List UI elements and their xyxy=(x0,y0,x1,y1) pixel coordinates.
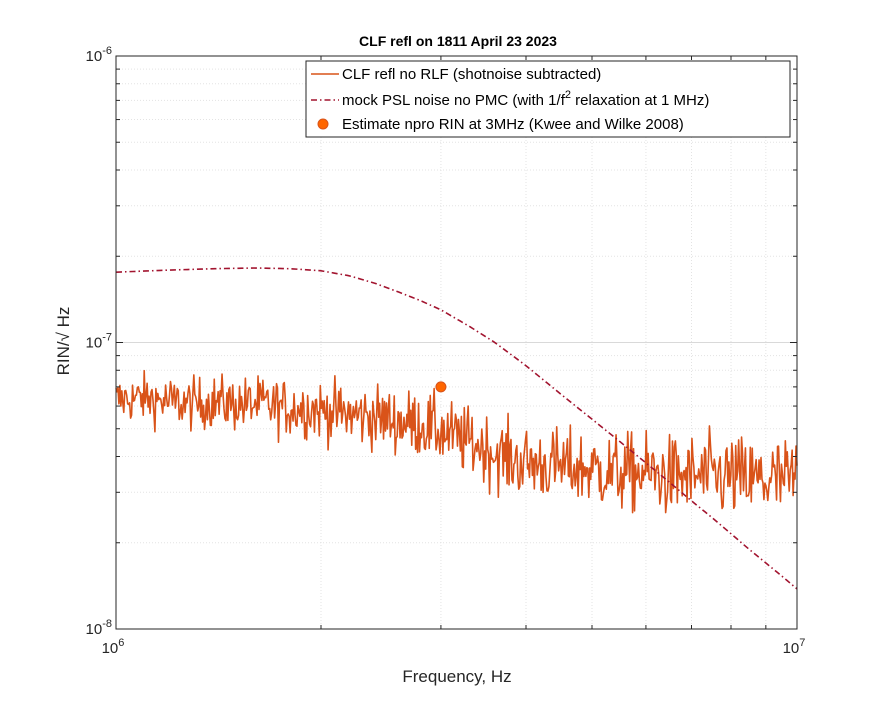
plot-area xyxy=(115,55,798,630)
ticks xyxy=(115,55,798,630)
legend-label-clf: CLF refl no RLF (shotnoise subtracted) xyxy=(342,66,601,83)
y-axis-label-prefix: RIN/ xyxy=(54,341,73,375)
y-tick-label: 10-7 xyxy=(86,332,112,352)
y-tick-labels: 10-8 10-7 10-6 xyxy=(86,45,112,638)
series-clf-refl-line xyxy=(115,369,798,514)
series-mock-psl-line xyxy=(115,267,798,590)
legend-swatch-marker xyxy=(317,118,329,130)
legend-label-psl: mock PSL noise no PMC (with 1/f2 relaxat… xyxy=(342,89,709,109)
chart-title: CLF refl on 1811 April 23 2023 xyxy=(359,33,557,49)
x-tick-label: 106 xyxy=(102,637,125,657)
legend: CLF refl no RLF (shotnoise subtracted) m… xyxy=(305,60,791,138)
y-axis-label-sqrt: √ xyxy=(54,331,73,341)
x-axis-label: Frequency, Hz xyxy=(402,667,511,686)
y-axis-label: RIN/√ Hz xyxy=(54,307,73,376)
x-tick-label: 107 xyxy=(783,637,806,657)
legend-label-marker: Estimate npro RIN at 3MHz (Kwee and Wilk… xyxy=(342,116,684,133)
series-layer xyxy=(115,267,798,590)
y-tick-label: 10-8 xyxy=(86,618,112,638)
x-tick-labels: 106 107 xyxy=(102,637,806,657)
y-axis-label-suffix: Hz xyxy=(54,307,73,333)
legend-box xyxy=(305,60,791,138)
series-npro-estimate-point xyxy=(435,381,447,393)
y-tick-label: 10-6 xyxy=(86,45,112,65)
